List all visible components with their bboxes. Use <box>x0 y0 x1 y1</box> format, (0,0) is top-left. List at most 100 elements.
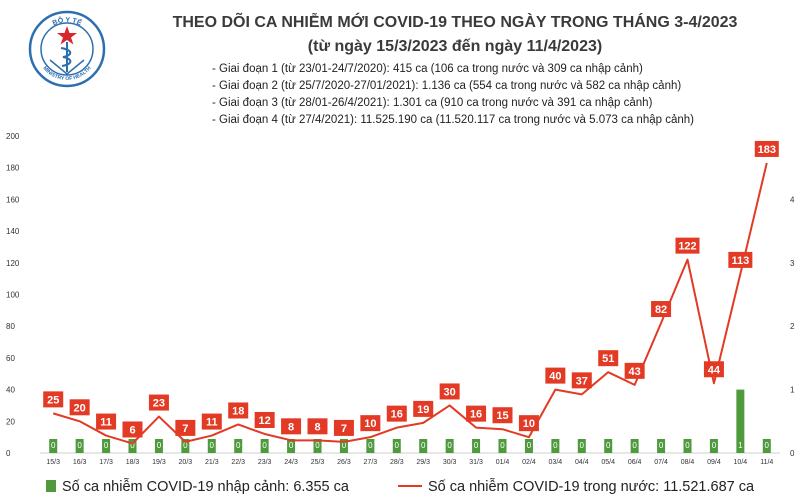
legend-bar-swatch <box>46 480 56 492</box>
bar-imported-10/4 <box>736 389 745 453</box>
bar-imported-11/4 <box>762 439 771 453</box>
y-left-tick-label: 120 <box>6 259 20 268</box>
ministry-of-health-logo: BỘ Y TẾ MINISTRY OF HEALTH <box>28 10 106 88</box>
x-tick-label: 15/3 <box>46 459 60 466</box>
line-label-box <box>281 418 302 435</box>
y-left-tick-label: 60 <box>6 354 15 363</box>
x-tick-label: 04/4 <box>575 459 589 466</box>
bar-imported-18/3 <box>128 439 137 453</box>
line-label-box <box>360 415 381 432</box>
chart-subtitle: (từ ngày 15/3/2023 đến ngày 11/4/2023) <box>307 38 603 55</box>
x-tick-label: 27/3 <box>364 459 378 466</box>
line-value-label: 12 <box>259 415 271 427</box>
bar-value-label: 0 <box>262 441 267 450</box>
line-label-box <box>728 251 753 268</box>
bar-value-label: 0 <box>368 441 373 450</box>
line-value-label: 10 <box>364 418 376 430</box>
legend-imported: Số ca nhiễm COVID-19 nhập cảnh: 6.355 ca <box>46 479 349 495</box>
bar-value-label: 0 <box>342 441 347 450</box>
bar-imported-22/3 <box>234 439 243 453</box>
line-value-label: 51 <box>602 353 614 365</box>
x-tick-label: 03/4 <box>549 459 563 466</box>
line-label-box <box>518 415 539 432</box>
x-tick-label: 22/3 <box>231 459 245 466</box>
line-value-label: 82 <box>655 304 667 316</box>
x-tick-label: 08/4 <box>681 459 695 466</box>
y-left-tick-label: 0 <box>6 449 11 458</box>
bar-value-label: 0 <box>210 441 215 450</box>
line-label-box <box>754 140 779 157</box>
bar-imported-30/3 <box>445 439 454 453</box>
bar-value-label: 0 <box>104 441 109 450</box>
line-label-box <box>675 237 700 254</box>
line-value-label: 8 <box>314 421 320 433</box>
line-label-box <box>624 362 645 379</box>
line-label-box <box>545 367 566 384</box>
line-label-box <box>307 418 328 435</box>
bar-imported-26/3 <box>339 439 348 453</box>
bar-value-label: 0 <box>580 441 585 450</box>
line-value-label: 11 <box>206 417 218 429</box>
bar-value-label: 0 <box>395 441 400 450</box>
y-left-tick-label: 200 <box>6 132 20 141</box>
y-left-tick-label: 80 <box>6 322 15 331</box>
line-value-label: 122 <box>678 241 696 253</box>
bar-value-label: 0 <box>157 441 162 450</box>
line-value-label: 40 <box>549 371 561 383</box>
line-value-label: 6 <box>129 424 135 436</box>
bar-imported-23/3 <box>260 439 269 453</box>
bar-value-label: 0 <box>527 441 532 450</box>
bar-value-label: 0 <box>765 441 770 450</box>
bar-value-label: 0 <box>500 441 505 450</box>
bar-imported-07/4 <box>657 439 666 453</box>
x-tick-label: 10/4 <box>734 459 748 466</box>
line-value-label: 19 <box>417 404 429 416</box>
bar-imported-02/4 <box>524 439 533 453</box>
line-label-box <box>201 413 222 430</box>
bar-imported-04/4 <box>577 439 586 453</box>
bar-imported-21/3 <box>207 439 216 453</box>
x-tick-label: 09/4 <box>707 459 721 466</box>
line-value-label: 30 <box>444 386 456 398</box>
x-tick-label: 06/4 <box>628 459 642 466</box>
line-label-box <box>571 372 592 389</box>
bar-imported-27/3 <box>366 439 375 453</box>
bar-imported-06/4 <box>630 439 639 453</box>
x-tick-label: 21/3 <box>205 459 219 466</box>
x-tick-label: 11/4 <box>760 459 773 466</box>
line-value-label: 183 <box>758 144 776 156</box>
bar-value-label: 0 <box>474 441 479 450</box>
phase-3-note: - Giai đoạn 3 (từ 28/01-26/4/2021): 1.30… <box>212 97 653 109</box>
line-label-box <box>386 405 407 422</box>
x-tick-label: 30/3 <box>443 459 457 466</box>
line-value-label: 11 <box>100 417 112 429</box>
bar-imported-31/3 <box>472 439 481 453</box>
x-tick-label: 26/3 <box>337 459 351 466</box>
line-label-box <box>651 301 672 318</box>
bar-imported-29/3 <box>419 439 428 453</box>
line-value-label: 43 <box>629 366 641 378</box>
bar-value-label: 0 <box>315 441 320 450</box>
line-value-label: 113 <box>731 255 749 267</box>
bar-value-label: 0 <box>659 441 664 450</box>
line-label-box <box>492 407 513 424</box>
bar-value-label: 0 <box>421 441 426 450</box>
bar-value-label: 0 <box>236 441 241 450</box>
line-value-label: 16 <box>470 409 482 421</box>
x-tick-label: 16/3 <box>73 459 87 466</box>
y-right-tick-label: 2 <box>790 322 795 331</box>
line-value-label: 15 <box>496 410 508 422</box>
line-label-box <box>466 405 487 422</box>
bar-value-label: 0 <box>606 441 611 450</box>
phase-2-note: - Giai đoạn 2 (từ 25/7/2020-27/01/2021):… <box>212 80 682 92</box>
bar-imported-09/4 <box>709 439 718 453</box>
legend-imported-label: Số ca nhiễm COVID-19 nhập cảnh: 6.355 ca <box>62 479 349 495</box>
x-tick-label: 01/4 <box>496 459 510 466</box>
bar-imported-01/4 <box>498 439 507 453</box>
y-left-tick-label: 100 <box>6 291 20 300</box>
legend-domestic: Số ca nhiễm COVID-19 trong nước: 11.521.… <box>398 479 754 495</box>
legend-domestic-label: Số ca nhiễm COVID-19 trong nước: 11.521.… <box>428 479 755 495</box>
line-value-label: 25 <box>47 394 59 406</box>
x-tick-label: 24/3 <box>284 459 298 466</box>
